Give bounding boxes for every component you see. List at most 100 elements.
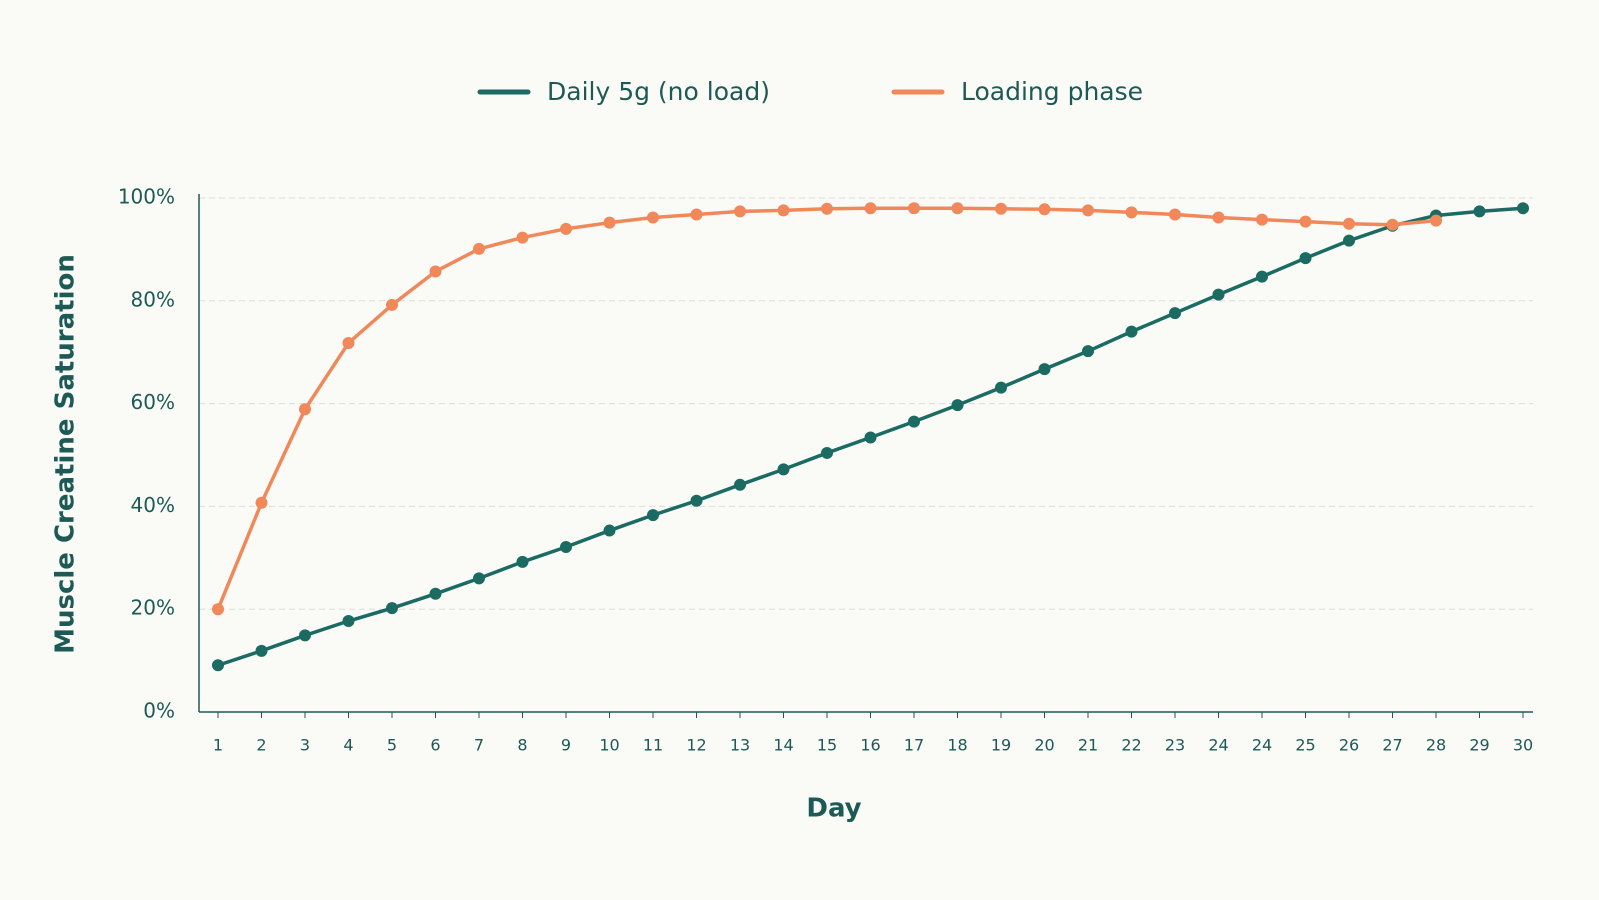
data-point: [734, 205, 746, 218]
data-point: [1169, 307, 1181, 320]
y-tick-label: 100%: [118, 185, 175, 209]
data-point: [1343, 234, 1355, 247]
data-point: [386, 602, 398, 615]
y-tick-label: 20%: [131, 596, 175, 620]
y-tick-label: 60%: [131, 390, 175, 414]
data-point: [777, 204, 790, 217]
data-point: [1082, 204, 1094, 217]
data-point: [647, 509, 659, 522]
data-point: [473, 242, 485, 255]
x-tick-label: 28: [1426, 736, 1446, 755]
legend-label: Loading phase: [961, 77, 1143, 106]
x-tick-label: 18: [947, 736, 967, 755]
data-point: [342, 615, 355, 628]
y-tick-label: 0%: [143, 699, 175, 723]
x-tick-label: 13: [730, 736, 750, 755]
data-point: [299, 629, 311, 642]
data-point: [821, 202, 833, 215]
data-point: [1386, 218, 1399, 231]
data-point: [1212, 288, 1225, 301]
x-tick-label: 25: [1295, 736, 1315, 755]
x-tick-label: 8: [517, 736, 527, 755]
x-tick-label: 3: [300, 736, 310, 755]
data-point: [516, 555, 529, 568]
x-tick-label: 2: [256, 736, 266, 755]
data-point: [473, 572, 485, 585]
x-tick-label: 30: [1513, 736, 1533, 755]
data-point: [516, 231, 529, 244]
data-point: [1299, 252, 1312, 265]
data-point: [1517, 202, 1529, 215]
x-tick-label: 20: [1034, 736, 1054, 755]
data-point: [690, 208, 703, 221]
data-point: [1212, 211, 1225, 224]
data-point: [864, 431, 877, 444]
data-point: [951, 202, 964, 215]
data-point: [821, 446, 833, 459]
x-tick-label: 24: [1208, 736, 1228, 755]
x-tick-label: 11: [643, 736, 663, 755]
data-point: [386, 298, 398, 311]
x-tick-label: 10: [599, 736, 619, 755]
data-point: [1169, 208, 1181, 221]
x-tick-label: 21: [1078, 736, 1098, 755]
data-point: [908, 415, 920, 428]
data-point: [1473, 205, 1486, 218]
data-point: [603, 524, 616, 537]
data-point: [560, 541, 572, 554]
x-tick-label: 16: [860, 736, 880, 755]
data-point: [560, 222, 572, 235]
y-tick-label: 80%: [131, 287, 175, 311]
data-point: [995, 381, 1007, 394]
data-point: [1038, 363, 1051, 376]
x-tick-label: 1: [213, 736, 223, 755]
data-point: [951, 399, 964, 412]
data-point: [908, 202, 920, 215]
x-tick-label: 29: [1469, 736, 1489, 755]
data-point: [1299, 215, 1312, 228]
data-point: [1343, 217, 1355, 230]
x-tick-label: 9: [561, 736, 571, 755]
x-tick-label: 6: [430, 736, 440, 755]
data-point: [429, 587, 442, 600]
x-axis-title: Day: [806, 794, 861, 824]
x-tick-label: 24: [1252, 736, 1272, 755]
x-tick-label: 12: [686, 736, 706, 755]
data-point: [1082, 345, 1094, 358]
data-point: [647, 211, 659, 224]
x-tick-label: 14: [773, 736, 793, 755]
data-point: [1125, 206, 1138, 219]
data-point: [1038, 203, 1051, 216]
data-point: [212, 659, 224, 672]
data-point: [255, 644, 268, 657]
x-tick-label: 26: [1339, 736, 1359, 755]
data-point: [429, 265, 442, 278]
x-tick-label: 23: [1165, 736, 1185, 755]
x-tick-label: 19: [991, 736, 1011, 755]
data-point: [777, 463, 790, 476]
x-tick-label: 22: [1121, 736, 1141, 755]
data-point: [603, 216, 616, 229]
x-tick-label: 5: [387, 736, 397, 755]
data-point: [255, 496, 268, 509]
legend-label: Daily 5g (no load): [547, 77, 770, 106]
data-point: [995, 202, 1007, 215]
data-point: [1430, 214, 1442, 227]
data-point: [299, 403, 311, 416]
data-point: [212, 603, 224, 616]
x-tick-label: 27: [1382, 736, 1402, 755]
data-point: [1125, 325, 1138, 338]
x-tick-label: 15: [817, 736, 837, 755]
x-tick-label: 17: [904, 736, 924, 755]
data-point: [1256, 213, 1268, 226]
y-axis-title: Muscle Creatine Saturation: [51, 254, 81, 654]
x-tick-label: 4: [343, 736, 353, 755]
data-point: [864, 202, 877, 215]
x-tick-label: 7: [474, 736, 484, 755]
y-tick-label: 40%: [131, 493, 175, 517]
data-point: [342, 336, 355, 349]
data-point: [1256, 270, 1268, 283]
data-point: [690, 494, 703, 507]
data-point: [734, 478, 746, 491]
